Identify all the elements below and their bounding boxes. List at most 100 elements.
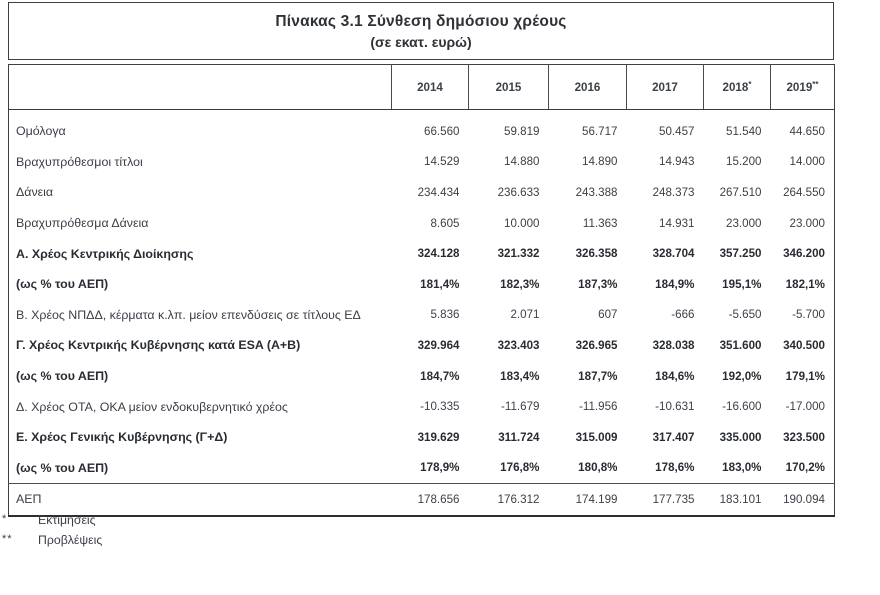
table-row-ota-oka-debt: Δ. Χρέος ΟΤΑ, ΟΚΑ μείον ενδοκυβερνητικό … (9, 391, 835, 422)
cell-value: -10.631 (655, 400, 695, 414)
cell-value: 184,6% (655, 369, 695, 383)
table-row-short-term-loans: Βραχυπρόθεσμα Δάνεια 8.605 10.000 11.363… (9, 208, 835, 239)
header-row: 2014 2015 2016 2017 2018* 2019** (8, 64, 835, 110)
cell-value: 59.819 (504, 124, 540, 138)
header-year-2018: 2018* (703, 64, 771, 110)
footnote-text: Προβλέψεις (38, 533, 103, 547)
cell-value: 192,0% (722, 369, 762, 383)
row-label: (ως % του ΑΕΠ) (16, 460, 109, 475)
cell-value: 607 (598, 308, 618, 322)
cell-value: 351.600 (719, 338, 762, 352)
cell-value: 23.000 (789, 216, 825, 230)
cell-value: 23.000 (726, 216, 762, 230)
header-year-2015: 2015 (468, 64, 549, 110)
table-title-box: Πίνακας 3.1 Σύνθεση δημόσιου χρέους (σε … (8, 2, 834, 60)
cell-value: 11.363 (582, 216, 618, 230)
table-row-pct-gdp-c: (ως % του ΑΕΠ) 184,7% 183,4% 187,7% 184,… (9, 361, 835, 392)
cell-value: 14.529 (424, 155, 460, 169)
row-label: Ε. Χρέος Γενικής Κυβέρνησης (Γ+Δ) (16, 430, 228, 445)
row-label: ΑΕΠ (8, 483, 392, 516)
footnote-mark: * (2, 513, 8, 525)
cell-value: 14.000 (789, 155, 825, 169)
cell-value: 176,8% (500, 461, 540, 475)
cell-value: 248.373 (652, 185, 695, 199)
cell-value: 14.890 (582, 155, 618, 169)
cell-value: 323.500 (783, 430, 825, 444)
cell-value: 180,8% (578, 461, 618, 475)
cell-value: 2.071 (510, 308, 540, 322)
cell-value: 187,3% (578, 277, 618, 291)
cell-value: 51.540 (726, 124, 762, 138)
cell-value: 5.836 (430, 308, 460, 322)
cell-value: 328.704 (652, 247, 695, 261)
cell-value: 326.965 (575, 338, 618, 352)
row-label: Ομόλογα (16, 124, 66, 139)
row-label: Βραχυπρόθεσμοι τίτλοι (16, 154, 143, 169)
row-label: Β. Χρέος ΝΠΔΔ, κέρματα κ.λπ. μείον επενδ… (16, 307, 361, 322)
row-label: Α. Χρέος Κεντρικής Διοίκησης (16, 246, 194, 261)
cell-value: 346.200 (783, 247, 825, 261)
cell-value: 14.880 (504, 155, 540, 169)
table-row-loans: Δάνεια 234.434 236.633 243.388 248.373 2… (9, 177, 835, 208)
cell-value: 315.009 (575, 430, 618, 444)
cell-value: 319.629 (417, 430, 460, 444)
footnote-estimates: * Εκτιμήσεις (0, 513, 400, 533)
cell-value: 324.128 (417, 247, 460, 261)
cell-value: 176.312 (468, 483, 549, 516)
cell-value: 177.735 (626, 483, 704, 516)
cell-value: 184,7% (420, 369, 460, 383)
footnote-text: Εκτιμήσεις (38, 513, 96, 527)
cell-value: -666 (671, 308, 695, 322)
cell-value: 50.457 (659, 124, 695, 138)
header-year-2014: 2014 (391, 64, 469, 110)
cell-value: 195,1% (722, 277, 762, 291)
cell-value: -11.956 (579, 400, 618, 414)
header-year-2019-footnote-mark: ** (812, 79, 819, 89)
cell-value: -17.000 (785, 400, 825, 414)
cell-value: 10.000 (504, 216, 540, 230)
row-label: Γ. Χρέος Κεντρικής Κυβέρνησης κατά ESA (… (16, 338, 301, 353)
cell-value: 14.943 (659, 155, 695, 169)
cell-value: 335.000 (719, 430, 762, 444)
cell-value: -11.679 (501, 400, 540, 414)
cell-value: 183,4% (500, 369, 540, 383)
table-title: Πίνακας 3.1 Σύνθεση δημόσιου χρέους (275, 12, 567, 30)
cell-value: 328.038 (652, 338, 695, 352)
row-label: (ως % του ΑΕΠ) (16, 369, 109, 384)
debt-table: 2014 2015 2016 2017 2018* 2019** Ομόλογα… (8, 64, 835, 517)
header-year-2017: 2017 (626, 64, 704, 110)
cell-value: 183,0% (722, 461, 762, 475)
header-label-cell (8, 64, 392, 110)
cell-value: 178.656 (391, 483, 469, 516)
header-year-2016: 2016 (548, 64, 627, 110)
cell-value: 170,2% (785, 461, 825, 475)
cell-value: -5.650 (728, 308, 762, 322)
table-row-central-government-debt-esa: Γ. Χρέος Κεντρικής Κυβέρνησης κατά ESA (… (9, 330, 835, 361)
table-row-short-term-securities: Βραχυπρόθεσμοι τίτλοι 14.529 14.880 14.8… (9, 147, 835, 178)
table-body: Ομόλογα 66.560 59.819 56.717 50.457 51.5… (8, 110, 835, 516)
cell-value: -5.700 (792, 308, 825, 322)
footnotes: * Εκτιμήσεις ** Προβλέψεις (0, 513, 400, 553)
cell-value: 323.403 (497, 338, 540, 352)
table-row-central-administration-debt: Α. Χρέος Κεντρικής Διοίκησης 324.128 321… (9, 238, 835, 269)
footnote-mark: ** (2, 533, 13, 545)
cell-value: 243.388 (575, 185, 618, 199)
cell-value: 317.407 (652, 430, 695, 444)
table-row-pct-gdp-e: (ως % του ΑΕΠ) 178,9% 176,8% 180,8% 178,… (9, 453, 835, 484)
cell-value: 321.332 (497, 247, 540, 261)
cell-value: 326.358 (575, 247, 618, 261)
cell-value: -10.335 (420, 400, 460, 414)
footnote-forecasts: ** Προβλέψεις (0, 533, 400, 553)
cell-value: 66.560 (424, 124, 460, 138)
cell-value: 187,7% (578, 369, 618, 383)
cell-value: 14.931 (659, 216, 695, 230)
cell-value: 329.964 (417, 338, 460, 352)
cell-value: 181,4% (420, 277, 460, 291)
cell-value: -16.600 (722, 400, 762, 414)
header-year-2018-footnote-mark: * (748, 79, 752, 89)
cell-value: 236.633 (497, 185, 540, 199)
cell-value: 182,3% (500, 277, 540, 291)
cell-value: 178,9% (420, 461, 460, 475)
cell-value: 357.250 (719, 247, 762, 261)
